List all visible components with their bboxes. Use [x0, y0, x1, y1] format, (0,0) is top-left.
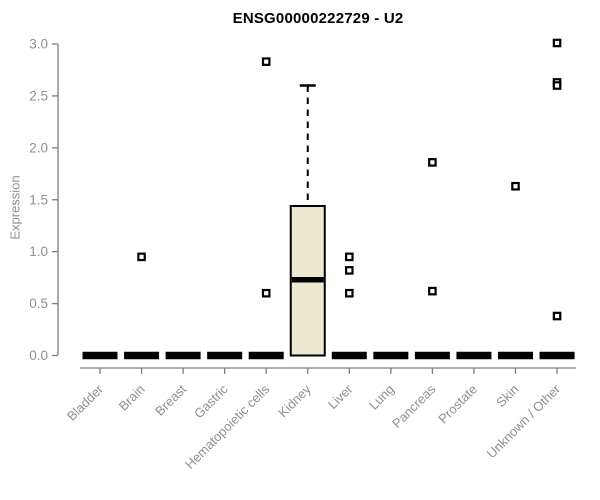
- outlier-point-unknown-other: [552, 311, 562, 321]
- collapsed-box-gastric: [207, 351, 243, 360]
- x-tick-label-breast: Breast: [152, 381, 189, 418]
- y-tick-label: 3.0: [29, 37, 48, 52]
- y-tick-label: 1.0: [29, 244, 48, 259]
- collapsed-box-liver: [331, 351, 367, 360]
- outlier-point-unknown-other: [552, 81, 562, 90]
- y-tick-label: 2.0: [29, 140, 48, 155]
- y-tick-label: 0.0: [29, 348, 48, 363]
- y-tick-label: 0.5: [29, 296, 48, 311]
- outlier-point-pancreas: [428, 158, 437, 167]
- outlier-point-unknown-other: [552, 38, 562, 48]
- outlier-point-hematopoietic-cells: [261, 288, 271, 298]
- collapsed-box-pancreas: [414, 351, 450, 360]
- collapsed-box-brain: [124, 351, 160, 360]
- x-tick-label-pancreas: Pancreas: [389, 381, 439, 431]
- outlier-point-hematopoietic-cells: [261, 57, 271, 66]
- y-tick-label: 1.5: [29, 192, 48, 207]
- collapsed-box-lung: [373, 351, 409, 360]
- x-tick-label-unknown-other: Unknown / Other: [484, 381, 564, 461]
- outlier-point-skin: [511, 181, 520, 191]
- collapsed-box-breast: [165, 351, 201, 360]
- x-tick-label-skin: Skin: [493, 382, 521, 410]
- collapsed-box-skin: [498, 351, 533, 360]
- y-tick-label: 2.5: [29, 88, 48, 103]
- collapsed-box-unknown-other: [539, 351, 575, 360]
- x-tick-label-brain: Brain: [116, 382, 148, 414]
- outlier-point-liver: [345, 252, 354, 262]
- x-tick-label-liver: Liver: [325, 381, 356, 412]
- chart-title: ENSG00000222729 - U2: [232, 10, 404, 27]
- collapsed-box-hematopoietic-cells: [248, 351, 284, 360]
- outlier-point-brain: [137, 252, 146, 262]
- x-tick-label-bladder: Bladder: [64, 381, 107, 424]
- x-tick-label-kidney: Kidney: [275, 381, 314, 420]
- collapsed-box-bladder: [82, 351, 118, 360]
- outlier-point-pancreas: [428, 286, 437, 296]
- outlier-point-liver: [345, 288, 354, 298]
- collapsed-box-prostate: [456, 351, 492, 360]
- x-tick-label-prostate: Prostate: [435, 382, 480, 427]
- x-tick-label-lung: Lung: [366, 382, 397, 413]
- outlier-point-liver: [345, 266, 354, 275]
- x-tick-label-gastric: Gastric: [191, 381, 231, 421]
